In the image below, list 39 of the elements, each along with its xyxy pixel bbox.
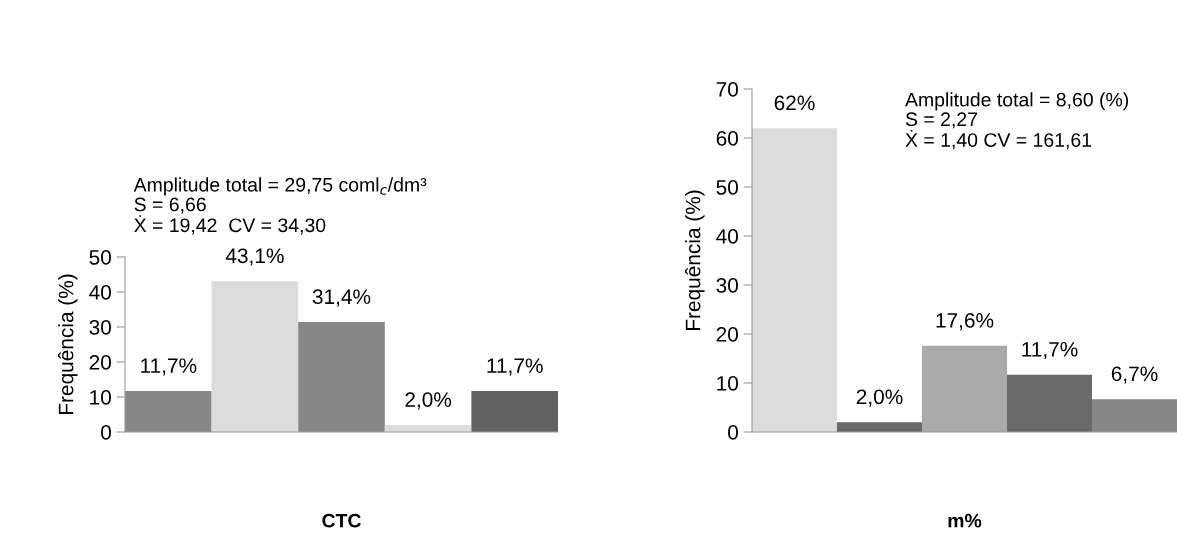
- y-axis-title: Frequência (%): [685, 190, 705, 330]
- x-axis-title: CTC: [322, 513, 361, 528]
- bar: [471, 391, 558, 432]
- bar: [1007, 374, 1092, 432]
- y-tick-label: 50: [716, 180, 738, 195]
- y-tick-label: 0: [101, 425, 111, 440]
- data-label: 31,4%: [312, 289, 371, 307]
- y-tick-label: 30: [716, 278, 738, 293]
- y-tick-label: 40: [716, 229, 738, 244]
- x-axis-title: m%: [948, 513, 982, 528]
- y-tick-label: 0: [728, 425, 738, 440]
- data-label: 11,7%: [141, 358, 197, 376]
- y-tick-label: 40: [89, 285, 111, 300]
- y-axis-title: Frequência (%): [58, 274, 78, 414]
- bar: [752, 128, 837, 432]
- data-label: 2,0%: [856, 389, 903, 407]
- data-label: 62%: [774, 95, 815, 111]
- y-tick-label: 10: [90, 390, 111, 405]
- bar: [298, 322, 385, 432]
- y-tick-label: 20: [716, 327, 738, 342]
- bar: [837, 422, 922, 432]
- data-label: 6,7%: [1111, 366, 1158, 384]
- text: Amplitude total = 29,75 coml$_{c}$/dm³ S = 6,66 Ẋ = 19,42 CV = 34,30: [133, 177, 427, 235]
- annotation: Amplitude total = 8,60 (%) S = 2,27 Ẋ = 1,40 CV = 161,61: [905, 92, 1129, 150]
- y-tick-label: 10: [717, 376, 738, 391]
- data-label: 11,7%: [1022, 342, 1078, 360]
- y-tick-label: 60: [716, 131, 738, 146]
- bar: [1092, 399, 1177, 432]
- bar: [922, 345, 1007, 432]
- y-tick-label: 30: [89, 320, 111, 335]
- y-tick-label: 20: [89, 355, 111, 370]
- y-tick-label: 70: [716, 82, 738, 97]
- data-label: 2,0%: [405, 392, 452, 410]
- data-label: 17,6%: [936, 313, 994, 331]
- data-label: 11,7%: [487, 358, 543, 376]
- bar: [211, 281, 299, 432]
- bar: [125, 391, 212, 432]
- data-label: 43,1%: [225, 248, 284, 266]
- y-tick-label: 50: [89, 250, 111, 265]
